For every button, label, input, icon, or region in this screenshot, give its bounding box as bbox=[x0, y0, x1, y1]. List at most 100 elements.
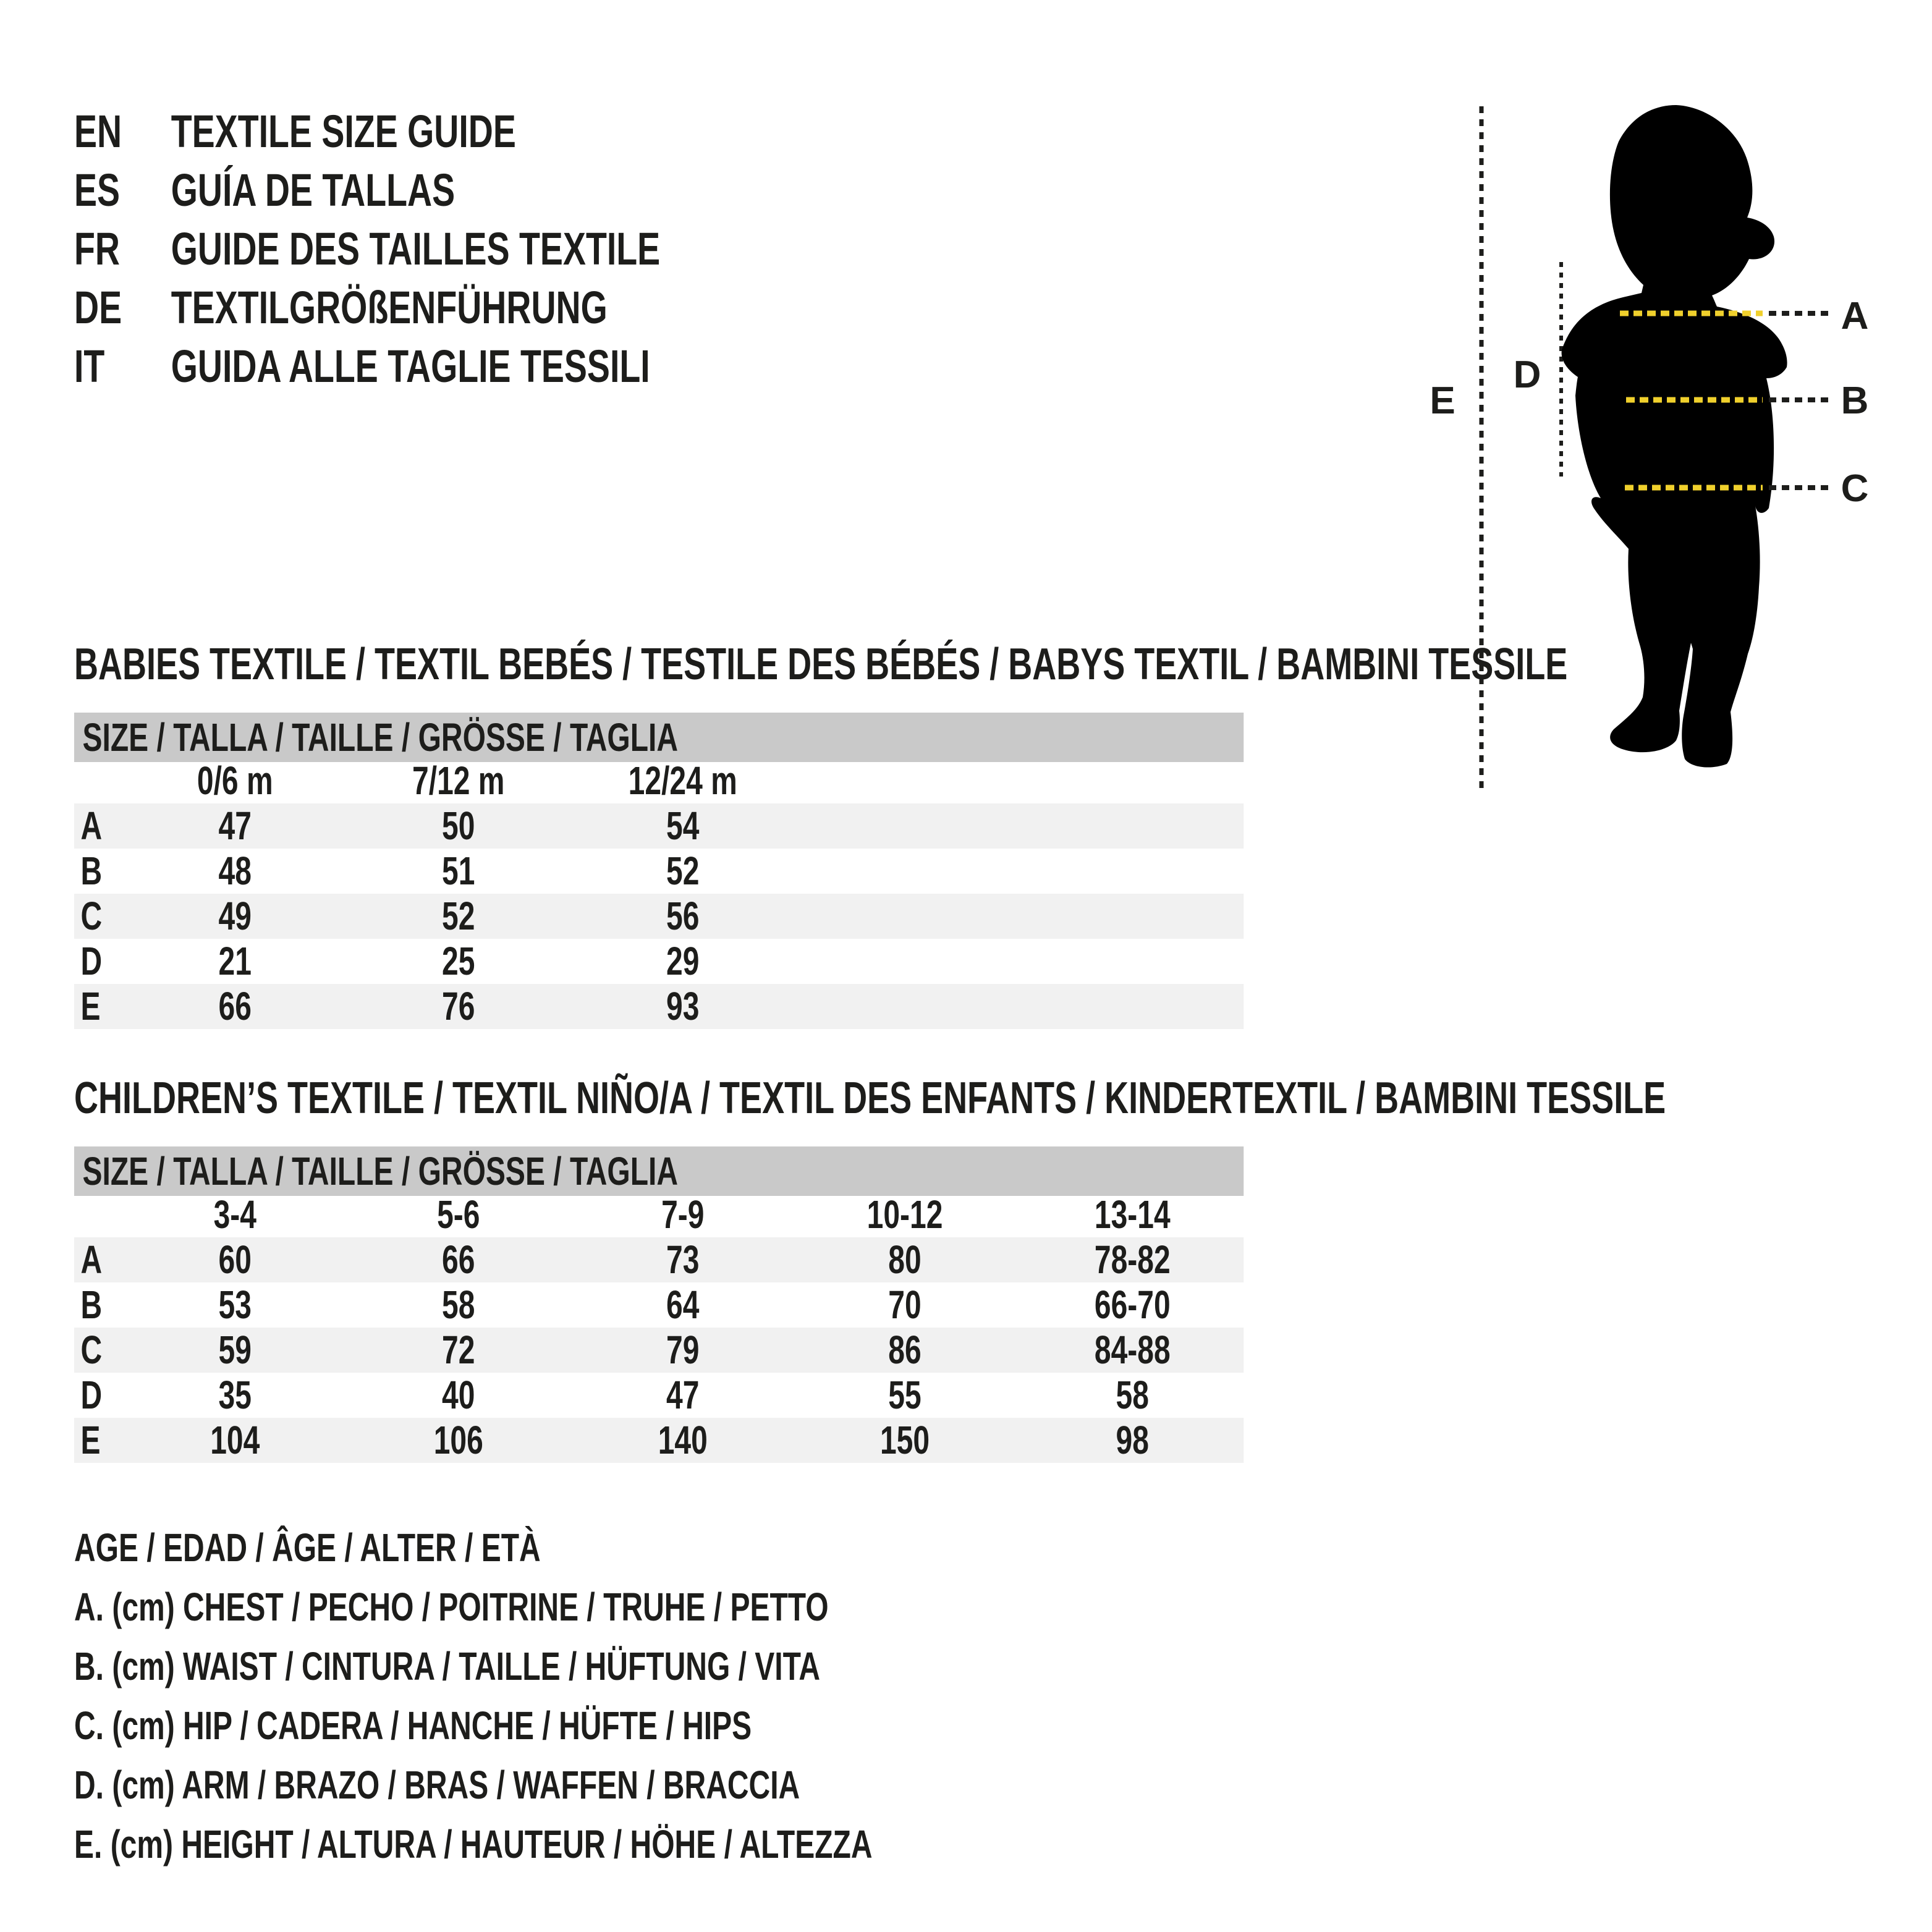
measure-label-c: C bbox=[1841, 467, 1869, 510]
language-label: GUÍA DE TALLAS bbox=[171, 164, 455, 216]
babies-col-header: 7/12 m bbox=[412, 758, 505, 803]
legend-line-arm: D. (cm) ARM / BRAZO / BRAS / WAFFEN / BR… bbox=[74, 1763, 800, 1807]
babies-column-header-row: 0/6 m 7/12 m 12/24 m bbox=[74, 758, 1244, 803]
row-label: D bbox=[80, 1373, 103, 1417]
language-code: IT bbox=[74, 341, 105, 392]
language-code: EN bbox=[74, 106, 122, 157]
child-silhouette-figure: A B C D E bbox=[1430, 105, 1869, 793]
children-col-header: 13-14 bbox=[1094, 1192, 1171, 1237]
table-cell: 40 bbox=[442, 1373, 475, 1417]
table-cell: 47 bbox=[666, 1373, 700, 1417]
language-row-fr: FR GUIDE DES TAILLES TEXTILE bbox=[74, 219, 660, 278]
table-cell: 98 bbox=[1116, 1418, 1149, 1462]
row-label: E bbox=[80, 1418, 101, 1462]
table-cell: 29 bbox=[666, 939, 700, 983]
table-cell: 58 bbox=[1116, 1373, 1149, 1417]
measure-label-d: D bbox=[1514, 354, 1541, 396]
table-cell: 48 bbox=[218, 849, 252, 893]
babies-section-title: BABIES TEXTILE / TEXTIL BEBÉS / TESTILE … bbox=[74, 640, 1568, 689]
language-label: TEXTILE SIZE GUIDE bbox=[171, 106, 516, 157]
measure-label-b: B bbox=[1841, 379, 1869, 422]
babies-table-row-d: D 21 25 29 bbox=[74, 939, 1244, 984]
table-cell: 104 bbox=[210, 1418, 260, 1462]
children-table-row-d: D 35 40 47 55 58 bbox=[74, 1373, 1244, 1418]
children-table-row-b: B 53 58 64 70 66-70 bbox=[74, 1282, 1244, 1328]
children-table-row-c: C 59 72 79 86 84-88 bbox=[74, 1328, 1244, 1373]
table-cell: 21 bbox=[218, 939, 252, 983]
table-cell: 35 bbox=[218, 1373, 252, 1417]
children-col-header: 3-4 bbox=[213, 1192, 256, 1237]
table-cell: 66 bbox=[218, 984, 252, 1028]
legend-line-chest: A. (cm) CHEST / PECHO / POITRINE / TRUHE… bbox=[74, 1585, 829, 1629]
table-cell: 51 bbox=[442, 849, 475, 893]
table-cell: 55 bbox=[888, 1373, 922, 1417]
row-label: B bbox=[80, 1282, 103, 1327]
children-section-title: CHILDREN’S TEXTILE / TEXTIL NIÑO/A / TEX… bbox=[74, 1074, 1666, 1123]
row-label: D bbox=[80, 939, 103, 983]
language-label: GUIDA ALLE TAGLIE TESSILI bbox=[171, 341, 650, 392]
table-cell: 72 bbox=[442, 1328, 475, 1372]
children-col-header: 5-6 bbox=[437, 1192, 480, 1237]
babies-table-row-e: E 66 76 93 bbox=[74, 984, 1244, 1029]
table-cell: 150 bbox=[879, 1418, 930, 1462]
legend-line-age: AGE / EDAD / ÂGE / ALTER / ETÀ bbox=[74, 1525, 541, 1570]
table-cell: 60 bbox=[218, 1237, 252, 1282]
table-cell: 64 bbox=[666, 1282, 700, 1327]
table-cell: 52 bbox=[442, 894, 475, 938]
table-cell: 93 bbox=[666, 984, 700, 1028]
table-cell: 25 bbox=[442, 939, 475, 983]
table-cell: 50 bbox=[442, 803, 475, 848]
language-code: ES bbox=[74, 164, 121, 216]
table-cell: 73 bbox=[666, 1237, 700, 1282]
table-cell: 84-88 bbox=[1094, 1328, 1171, 1372]
legend-line-hip: C. (cm) HIP / CADERA / HANCHE / HÜFTE / … bbox=[74, 1703, 752, 1748]
table-cell: 47 bbox=[218, 803, 252, 848]
children-col-header: 7-9 bbox=[661, 1192, 705, 1237]
row-label: C bbox=[80, 894, 103, 938]
table-cell: 80 bbox=[888, 1237, 922, 1282]
babies-col-header: 12/24 m bbox=[628, 758, 737, 803]
babies-size-header-bar: SIZE / TALLA / TAILLE / GRÖSSE / TAGLIA bbox=[74, 713, 1244, 762]
row-label: B bbox=[80, 849, 103, 893]
table-cell: 66 bbox=[442, 1237, 475, 1282]
measure-label-a: A bbox=[1841, 295, 1869, 337]
children-table-row-e: E 104 106 140 150 98 bbox=[74, 1418, 1244, 1463]
language-row-es: ES GUÍA DE TALLAS bbox=[74, 161, 660, 219]
table-cell: 86 bbox=[888, 1328, 922, 1372]
babies-table-row-b: B 48 51 52 bbox=[74, 849, 1244, 894]
children-table-row-a: A 60 66 73 80 78-82 bbox=[74, 1237, 1244, 1282]
table-cell: 59 bbox=[218, 1328, 252, 1372]
row-label: A bbox=[80, 1237, 103, 1282]
language-label: GUIDE DES TAILLES TEXTILE bbox=[171, 223, 661, 274]
language-code: DE bbox=[74, 282, 122, 333]
language-list: EN TEXTILE SIZE GUIDE ES GUÍA DE TALLAS … bbox=[74, 102, 660, 396]
measure-label-e: E bbox=[1430, 379, 1455, 422]
row-label: A bbox=[80, 803, 103, 848]
table-cell: 106 bbox=[433, 1418, 483, 1462]
language-row-de: DE TEXTILGRÖßENFÜHRUNG bbox=[74, 278, 660, 337]
table-cell: 79 bbox=[666, 1328, 700, 1372]
table-cell: 78-82 bbox=[1094, 1237, 1171, 1282]
language-row-it: IT GUIDA ALLE TAGLIE TESSILI bbox=[74, 337, 660, 396]
table-cell: 56 bbox=[666, 894, 700, 938]
legend-line-height: E. (cm) HEIGHT / ALTURA / HAUTEUR / HÖHE… bbox=[74, 1822, 873, 1866]
row-label: E bbox=[80, 984, 101, 1028]
language-code: FR bbox=[74, 223, 120, 274]
row-label: C bbox=[80, 1328, 103, 1372]
table-cell: 76 bbox=[442, 984, 475, 1028]
children-size-header-bar: SIZE / TALLA / TAILLE / GRÖSSE / TAGLIA bbox=[74, 1146, 1244, 1196]
table-cell: 70 bbox=[888, 1282, 922, 1327]
table-cell: 140 bbox=[658, 1418, 708, 1462]
language-row-en: EN TEXTILE SIZE GUIDE bbox=[74, 102, 660, 161]
babies-table-row-a: A 47 50 54 bbox=[74, 803, 1244, 849]
babies-table-row-c: C 49 52 56 bbox=[74, 894, 1244, 939]
children-col-header: 10-12 bbox=[866, 1192, 943, 1237]
table-cell: 53 bbox=[218, 1282, 252, 1327]
table-cell: 66-70 bbox=[1094, 1282, 1171, 1327]
table-cell: 52 bbox=[666, 849, 700, 893]
legend-line-waist: B. (cm) WAIST / CINTURA / TAILLE / HÜFTU… bbox=[74, 1644, 821, 1688]
measurement-legend: AGE / EDAD / ÂGE / ALTER / ETÀ A. (cm) C… bbox=[74, 1518, 873, 1874]
children-column-header-row: 3-4 5-6 7-9 10-12 13-14 bbox=[74, 1192, 1244, 1237]
babies-col-header: 0/6 m bbox=[197, 758, 273, 803]
